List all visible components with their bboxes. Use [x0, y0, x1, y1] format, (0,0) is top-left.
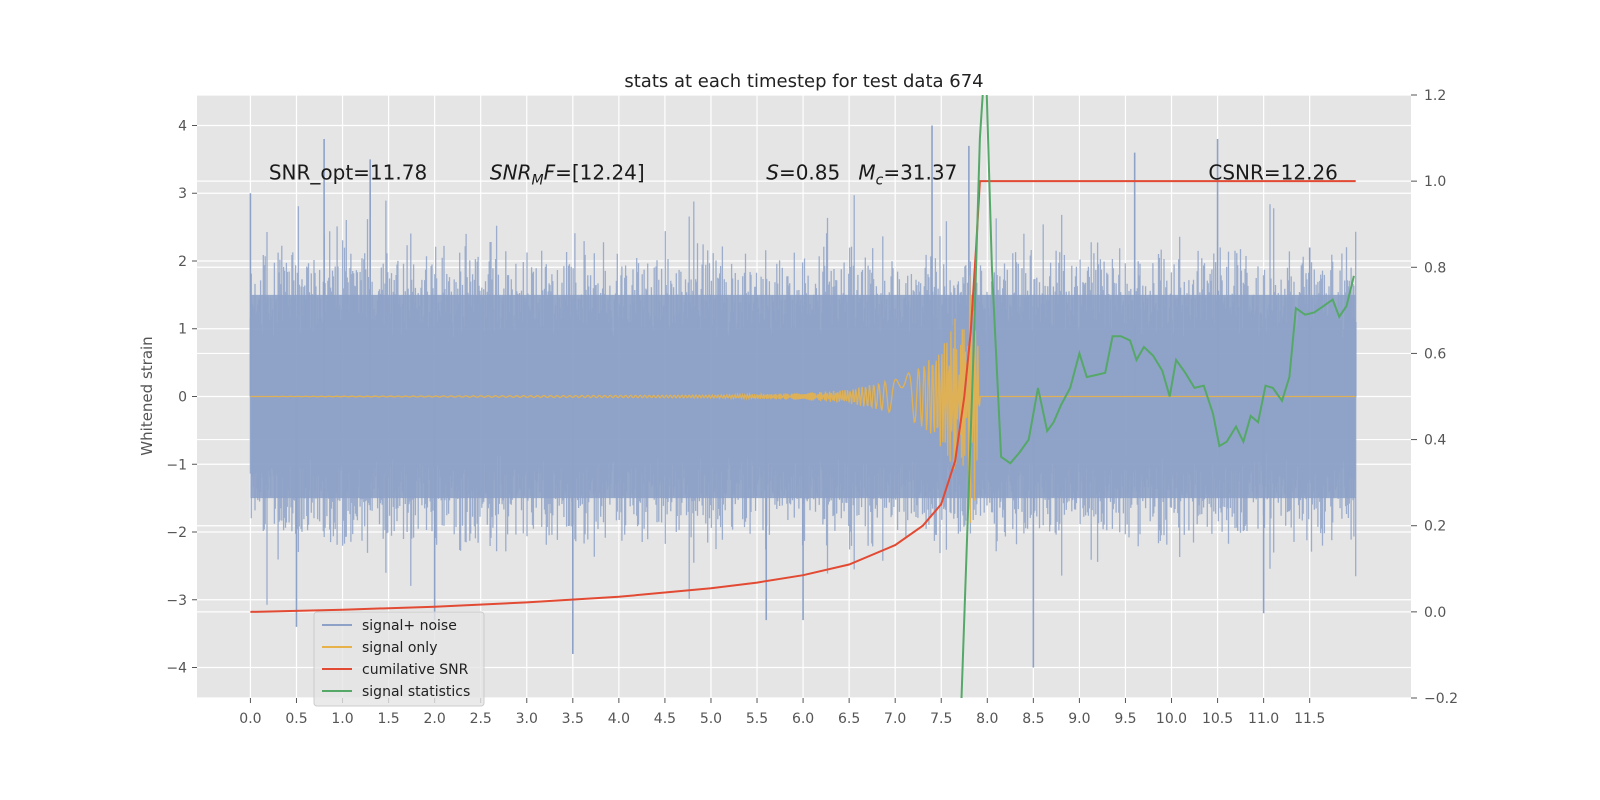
annotations: SNR_opt=11.78 SNRMF=[12.24] S=0.85 Mc=31.37…: [269, 161, 1338, 189]
x-tick-label: 2.5: [470, 711, 492, 727]
x-tick-label: 6.0: [792, 711, 814, 727]
x-tick-label: 2.0: [424, 711, 446, 727]
x-tick-label: 11.5: [1294, 711, 1325, 727]
cumulative-snr-line: [250, 180, 1356, 613]
x-tick-label: 4.0: [608, 711, 630, 727]
x-tick-label: 3.5: [562, 711, 584, 727]
legend-label: signal statistics: [362, 684, 470, 700]
y-tick-label: 2: [178, 254, 187, 270]
y2-tick-label: 0.0: [1424, 605, 1446, 621]
x-tick-label: 0.5: [285, 711, 307, 727]
y-tick-label: 1: [178, 322, 187, 338]
legend-label: signal only: [362, 640, 437, 656]
x-tick-label: 1.0: [331, 711, 353, 727]
x-tick-label: 9.0: [1068, 711, 1090, 727]
x-tick-label: 7.0: [884, 711, 906, 727]
y2-axis-ticks: −0.2 0.0 0.2 0.4 0.6 0.8 1.0 1.2: [1411, 88, 1458, 707]
y2-tick-label: 0.6: [1424, 346, 1446, 362]
y-tick-label: 3: [178, 186, 187, 202]
x-axis-ticks: 0.0 0.5 1.0 1.5 2.0 2.5 3.0 3.5 4.0 4.5 5.0 5.5 6.0 6…: [239, 698, 1325, 727]
y2-tick-label: 0.2: [1424, 519, 1446, 535]
annotation: S=0.85: [766, 161, 840, 185]
y-axis-ticks: −4 −3 −2 −1 0 1 2 3 4: [166, 118, 197, 677]
annotation: SNR_opt=11.78: [269, 161, 427, 185]
x-tick-label: 9.5: [1114, 711, 1136, 727]
series-layer: [250, 95, 1356, 698]
y-tick-label: −1: [166, 457, 187, 473]
y-tick-label: −3: [166, 593, 187, 609]
y-tick-label: −2: [166, 525, 187, 541]
y-axis-label: Whitened strain: [138, 336, 156, 455]
x-tick-label: 6.5: [838, 711, 860, 727]
y2-tick-label: 0.4: [1424, 433, 1446, 449]
x-tick-label: 8.0: [976, 711, 998, 727]
y-tick-label: 0: [178, 390, 187, 406]
y2-tick-label: 1.0: [1424, 174, 1446, 190]
x-tick-label: 1.5: [377, 711, 399, 727]
y2-tick-label: 1.2: [1424, 88, 1446, 104]
y2-tick-label: 0.8: [1424, 260, 1446, 276]
y-tick-label: −4: [166, 661, 187, 677]
legend-label: signal+ noise: [362, 618, 457, 634]
x-tick-label: 8.5: [1022, 711, 1044, 727]
x-tick-label: 3.0: [516, 711, 538, 727]
x-tick-label: 11.0: [1248, 711, 1279, 727]
legend-box: [313, 611, 485, 707]
chart-title: stats at each timestep for test data 674: [624, 71, 983, 92]
x-tick-label: 10.5: [1202, 711, 1233, 727]
y-tick-label: 4: [178, 118, 187, 134]
x-tick-label: 10.0: [1156, 711, 1187, 727]
legend-label: cumilative SNR: [362, 662, 469, 678]
signal-only-line: [250, 275, 1356, 523]
annotation: Mc=31.37: [858, 161, 957, 189]
x-tick-label: 4.5: [654, 711, 676, 727]
x-tick-label: 0.0: [239, 711, 261, 727]
x-tick-label: 7.5: [930, 711, 952, 727]
y2-tick-label: −0.2: [1424, 691, 1458, 707]
x-tick-label: 5.5: [746, 711, 768, 727]
signal-statistics-line: [960, 95, 1355, 698]
annotation: CSNR=12.26: [1208, 161, 1338, 185]
annotation: SNRMF=[12.24]: [490, 161, 645, 189]
legend: signal+ noise signal only cumilative SNR si…: [313, 611, 485, 707]
x-tick-label: 5.0: [700, 711, 722, 727]
